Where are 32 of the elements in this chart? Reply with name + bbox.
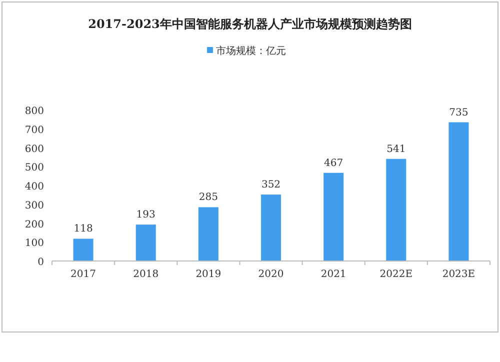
bar: [198, 207, 218, 261]
x-tick-label: 2019: [196, 269, 222, 280]
data-label: 193: [136, 210, 156, 221]
x-tick-label: 2022E: [380, 269, 413, 280]
data-label: 467: [324, 158, 344, 169]
bar: [260, 194, 282, 261]
bar: [386, 158, 406, 261]
x-tick-label: 2023E: [442, 269, 476, 280]
y-tick-label: 300: [24, 200, 44, 212]
chart-title: 2017-2023年中国智能服务机器人产业市场规模预测趋势图: [88, 17, 412, 31]
x-tick-label: 2018: [133, 269, 159, 280]
bar: [448, 122, 469, 261]
data-label: 541: [386, 144, 406, 155]
x-tick-label: 2021: [320, 269, 346, 280]
data-label: 352: [261, 180, 281, 191]
y-tick-label: 200: [24, 219, 44, 230]
y-tick-label: 400: [24, 182, 44, 192]
x-tick-label: 2020: [258, 269, 284, 280]
data-label: 735: [449, 107, 468, 118]
y-tick-label: 800: [24, 106, 44, 117]
data-label: 118: [74, 224, 93, 235]
y-tick-label: 0: [38, 257, 44, 268]
y-tick-label: 500: [24, 162, 44, 174]
y-tick-label: 600: [24, 144, 44, 155]
y-tick-label: 100: [24, 238, 44, 250]
legend-label: 市场规模：亿元: [216, 45, 286, 57]
y-tick-label: 700: [24, 124, 44, 136]
bar: [73, 238, 94, 261]
bar: [324, 172, 344, 261]
data-label: 285: [198, 192, 218, 204]
bar: [136, 224, 156, 261]
x-tick-label: 2017: [70, 269, 96, 280]
